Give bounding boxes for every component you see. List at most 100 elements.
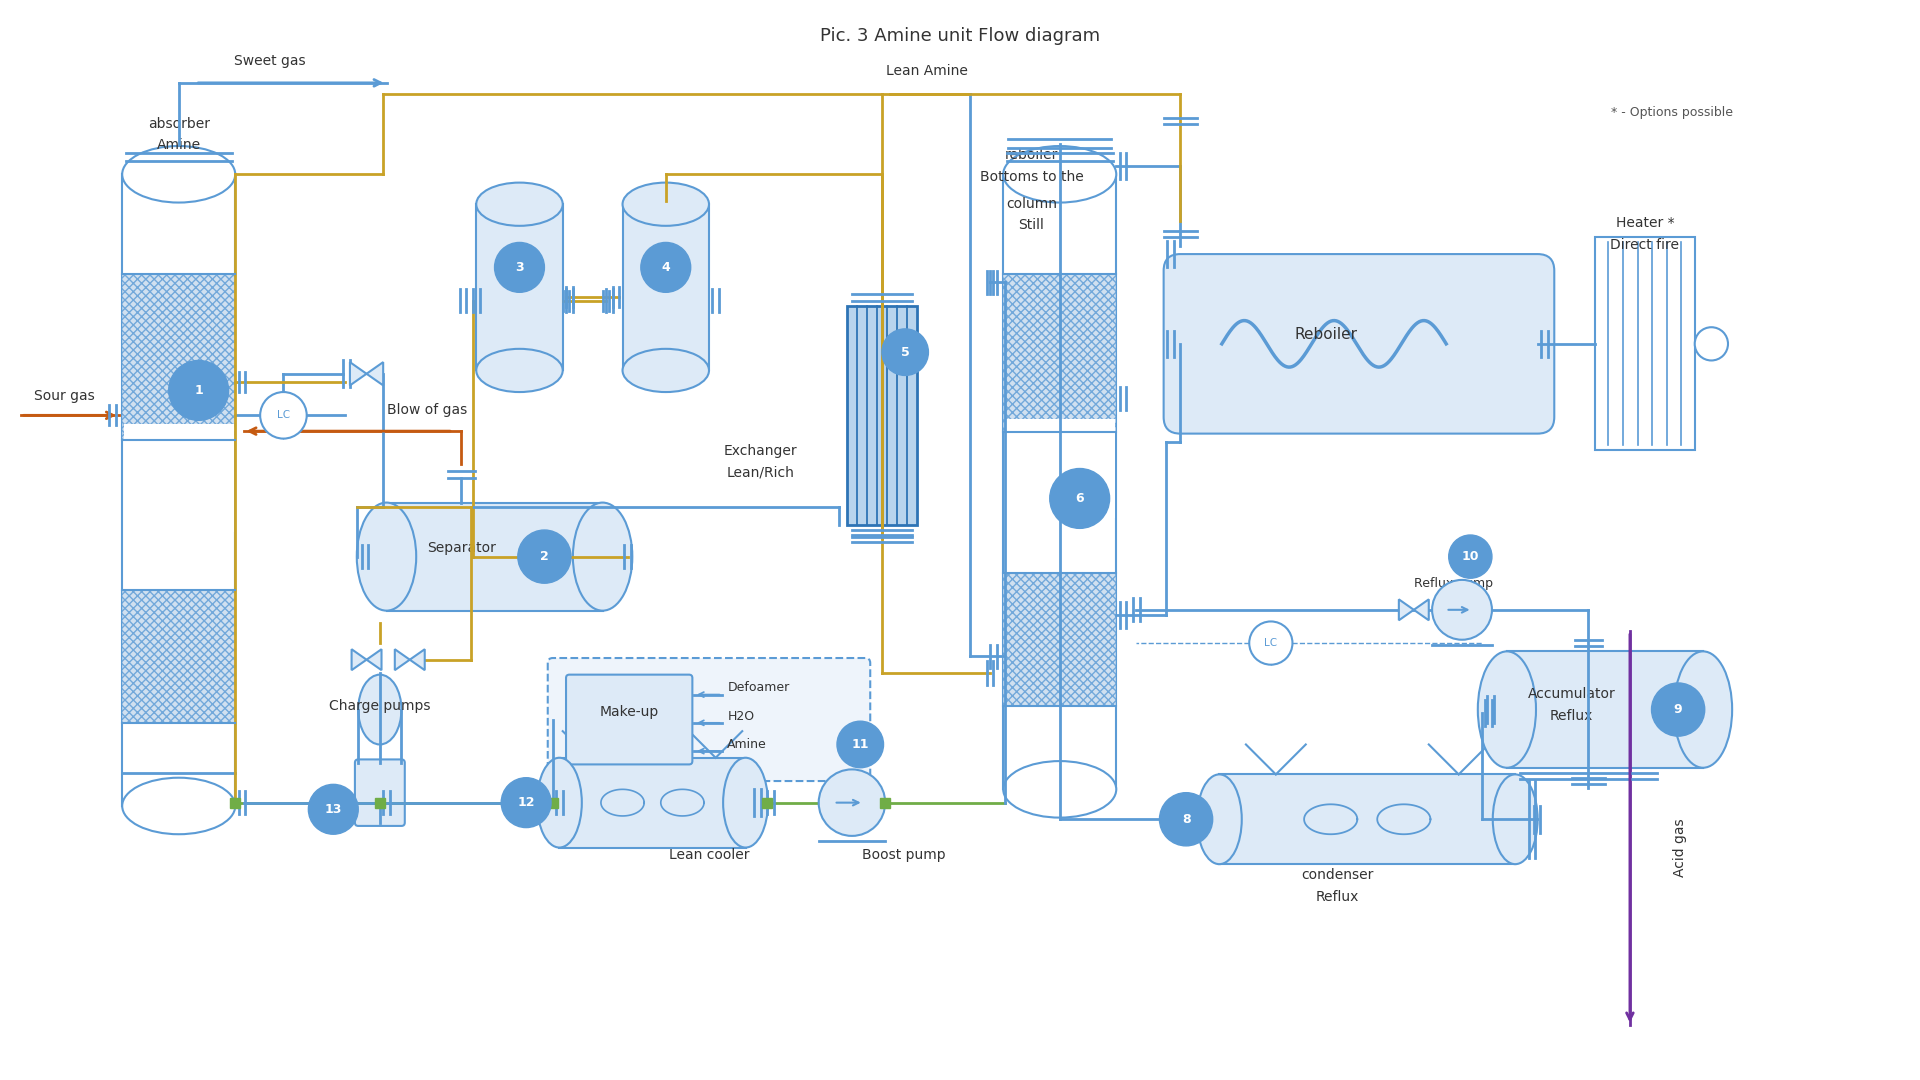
Text: Lean/Rich: Lean/Rich xyxy=(726,465,795,480)
Text: 8: 8 xyxy=(1183,813,1190,826)
Circle shape xyxy=(518,530,570,583)
Text: 11: 11 xyxy=(851,738,870,751)
FancyBboxPatch shape xyxy=(1004,274,1116,432)
Circle shape xyxy=(1651,683,1705,737)
Text: Reflux: Reflux xyxy=(1315,890,1359,904)
Ellipse shape xyxy=(1004,146,1116,203)
Ellipse shape xyxy=(1492,774,1538,864)
Text: 10: 10 xyxy=(1461,550,1478,563)
Polygon shape xyxy=(1400,599,1413,620)
Circle shape xyxy=(818,769,885,836)
Polygon shape xyxy=(1413,599,1428,620)
Circle shape xyxy=(1432,580,1492,639)
FancyBboxPatch shape xyxy=(123,590,236,723)
Text: condenser: condenser xyxy=(1302,868,1373,882)
Circle shape xyxy=(1450,535,1492,578)
FancyBboxPatch shape xyxy=(386,502,603,610)
Text: absorber: absorber xyxy=(148,117,209,131)
Ellipse shape xyxy=(538,758,582,848)
Circle shape xyxy=(309,784,359,834)
FancyBboxPatch shape xyxy=(123,174,236,806)
Text: LC: LC xyxy=(276,410,290,420)
Circle shape xyxy=(169,361,228,420)
Ellipse shape xyxy=(724,758,768,848)
Polygon shape xyxy=(367,649,382,671)
FancyBboxPatch shape xyxy=(1596,238,1695,450)
Text: 6: 6 xyxy=(1075,492,1085,505)
Text: Charge pumps: Charge pumps xyxy=(328,699,430,713)
FancyBboxPatch shape xyxy=(476,204,563,370)
Text: Heater *: Heater * xyxy=(1615,216,1674,230)
FancyBboxPatch shape xyxy=(1507,651,1703,768)
Ellipse shape xyxy=(123,778,236,834)
Text: Still: Still xyxy=(1018,218,1044,232)
Circle shape xyxy=(1160,793,1213,846)
Circle shape xyxy=(495,242,545,293)
Circle shape xyxy=(501,778,551,827)
FancyBboxPatch shape xyxy=(1004,174,1116,789)
Ellipse shape xyxy=(1004,761,1116,818)
Circle shape xyxy=(1250,621,1292,664)
Ellipse shape xyxy=(1478,651,1536,768)
Text: Direct fire: Direct fire xyxy=(1611,238,1680,252)
Text: Blow of gas: Blow of gas xyxy=(386,404,467,418)
Text: Lean cooler: Lean cooler xyxy=(668,848,749,862)
Text: Lean Amine: Lean Amine xyxy=(885,64,968,78)
Circle shape xyxy=(1050,469,1110,528)
Text: H2O: H2O xyxy=(728,710,755,723)
Text: Defoamer: Defoamer xyxy=(728,681,789,694)
Text: Boost pump: Boost pump xyxy=(862,848,945,862)
Text: Bottoms to the: Bottoms to the xyxy=(979,170,1083,184)
Circle shape xyxy=(261,392,307,438)
Circle shape xyxy=(837,721,883,768)
Text: 13: 13 xyxy=(324,802,342,815)
Ellipse shape xyxy=(1674,651,1732,768)
Ellipse shape xyxy=(359,675,401,744)
Ellipse shape xyxy=(476,183,563,226)
Text: Exchanger: Exchanger xyxy=(724,444,797,458)
Text: 4: 4 xyxy=(660,261,670,274)
Polygon shape xyxy=(349,362,367,386)
FancyBboxPatch shape xyxy=(559,758,745,848)
Polygon shape xyxy=(409,649,424,671)
Text: 2: 2 xyxy=(540,550,549,563)
Text: 9: 9 xyxy=(1674,703,1682,716)
Text: 1: 1 xyxy=(194,383,204,396)
Text: Reflux pump: Reflux pump xyxy=(1413,577,1494,590)
Text: Separator: Separator xyxy=(426,541,495,555)
Text: Amine: Amine xyxy=(728,738,766,751)
Circle shape xyxy=(641,242,691,293)
FancyBboxPatch shape xyxy=(1004,419,1116,518)
Text: column: column xyxy=(1006,197,1058,211)
Text: Acid gas: Acid gas xyxy=(1672,819,1688,877)
Text: LC: LC xyxy=(1263,638,1277,648)
Ellipse shape xyxy=(622,349,708,392)
FancyBboxPatch shape xyxy=(355,759,405,826)
Circle shape xyxy=(1695,327,1728,361)
Text: Sour gas: Sour gas xyxy=(35,390,94,403)
Polygon shape xyxy=(396,649,409,671)
FancyBboxPatch shape xyxy=(1164,254,1555,433)
Ellipse shape xyxy=(572,502,632,610)
Circle shape xyxy=(881,329,929,376)
Text: 5: 5 xyxy=(900,346,910,359)
Text: 3: 3 xyxy=(515,261,524,274)
Text: Reboiler: Reboiler xyxy=(1294,327,1357,342)
Text: Amine: Amine xyxy=(157,138,202,152)
Text: Sweet gas: Sweet gas xyxy=(234,54,305,68)
FancyBboxPatch shape xyxy=(1004,573,1116,706)
Text: Accumulator: Accumulator xyxy=(1528,687,1615,701)
Text: * - Options possible: * - Options possible xyxy=(1611,106,1734,119)
Ellipse shape xyxy=(1196,774,1242,864)
Text: Pic. 3 Amine unit Flow diagram: Pic. 3 Amine unit Flow diagram xyxy=(820,27,1100,45)
FancyBboxPatch shape xyxy=(1219,774,1515,864)
Ellipse shape xyxy=(357,502,417,610)
Polygon shape xyxy=(367,362,384,386)
Text: 12: 12 xyxy=(516,796,536,809)
FancyBboxPatch shape xyxy=(123,274,236,441)
FancyBboxPatch shape xyxy=(547,658,870,781)
Ellipse shape xyxy=(123,146,236,203)
Text: Reflux: Reflux xyxy=(1549,708,1594,723)
FancyBboxPatch shape xyxy=(125,423,234,531)
Ellipse shape xyxy=(476,349,563,392)
